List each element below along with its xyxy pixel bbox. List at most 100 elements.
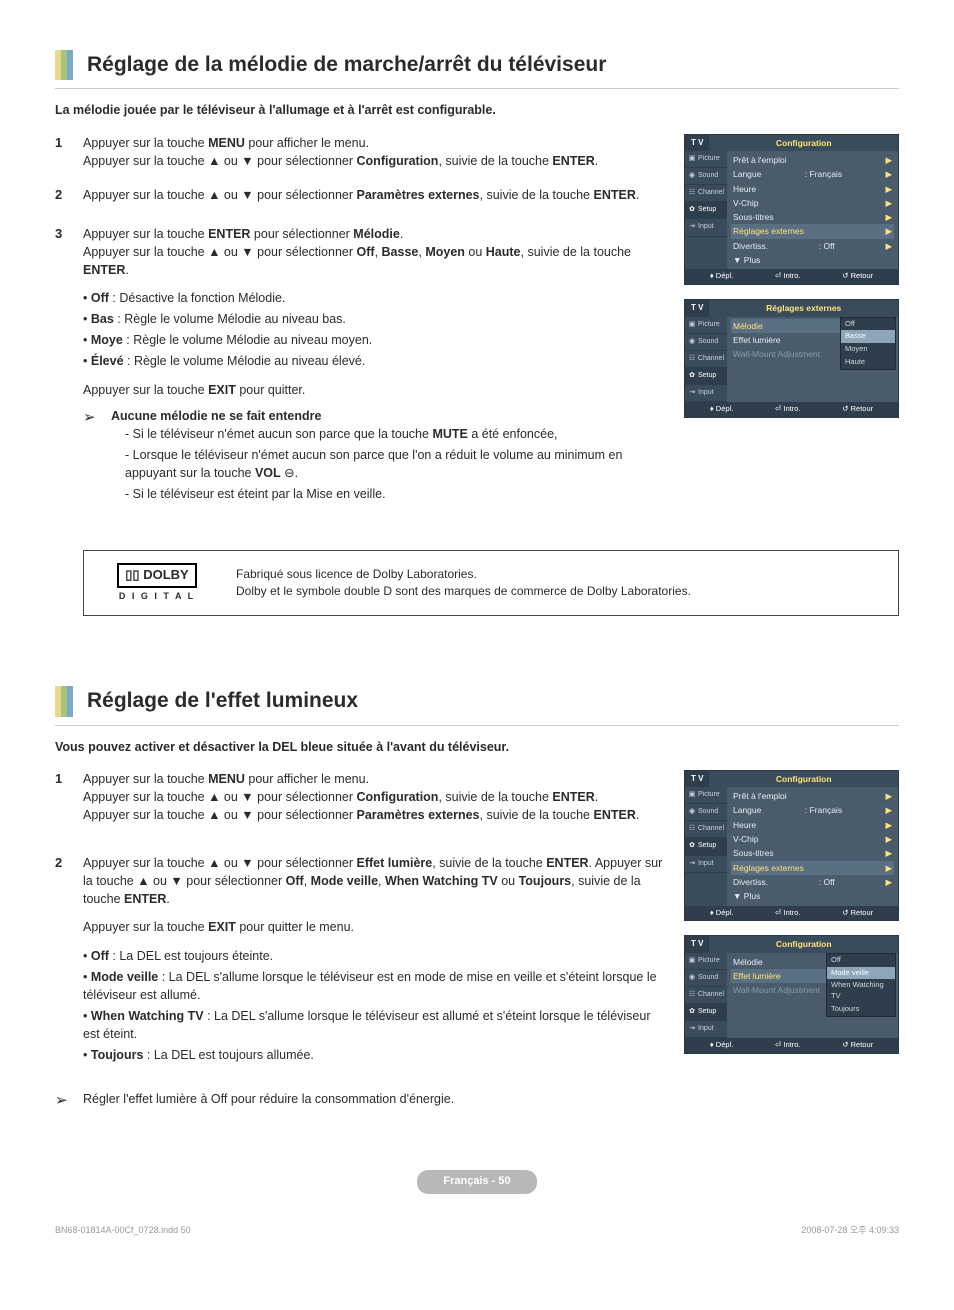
list-item: Bas : Règle le volume Mélodie au niveau … bbox=[83, 310, 664, 328]
picture-icon: ▣ bbox=[688, 320, 696, 330]
dolby-logo: ▯▯ DOLBY D I G I T A L bbox=[102, 563, 212, 603]
bullet-list: Off : La DEL est toujours éteinte. Mode … bbox=[83, 947, 664, 1065]
step-1-2: 2 Appuyer sur la touche ▲ ou ▼ pour séle… bbox=[55, 186, 664, 205]
list-item: When Watching TV : La DEL s'allume lorsq… bbox=[83, 1007, 664, 1043]
enter-hint: ⏎ Intro. bbox=[775, 404, 800, 415]
input-icon: ⇥ bbox=[688, 388, 696, 398]
page-number-badge: Français - 50 bbox=[417, 1170, 537, 1194]
step-body: Appuyer sur la touche MENU pour afficher… bbox=[83, 134, 664, 170]
sound-icon: ◉ bbox=[688, 807, 696, 817]
footer-timestamp: 2008-07-28 오후 4:09:33 bbox=[801, 1224, 899, 1237]
list-item: Lorsque le téléviseur n'émet aucun son p… bbox=[125, 446, 664, 482]
step-num: 2 bbox=[55, 186, 83, 205]
osd-side-picture: ▣Picture bbox=[685, 151, 727, 168]
osd-side-sound: ◉Sound bbox=[685, 970, 727, 987]
intro-2: Vous pouvez activer et désactiver la DEL… bbox=[55, 738, 899, 756]
arrow-icon: ➢ bbox=[83, 407, 111, 507]
osd-sidebar: ▣Picture ◉Sound ☷Channel ✿Setup ⇥Input bbox=[685, 317, 727, 403]
list-item: Mode veille : La DEL s'allume lorsque le… bbox=[83, 968, 664, 1004]
osd-side-picture: ▣Picture bbox=[685, 953, 727, 970]
step-body: Appuyer sur la touche ENTER pour sélecti… bbox=[83, 225, 664, 515]
osd-side-picture: ▣Picture bbox=[685, 787, 727, 804]
osd-tab: T V bbox=[685, 771, 709, 787]
move-hint: ♦ Dépl. bbox=[710, 908, 733, 919]
osd-reglages-1: T V Réglages externes ▣Picture ◉Sound ☷C… bbox=[684, 299, 899, 418]
input-icon: ⇥ bbox=[688, 1024, 696, 1034]
step-body: Appuyer sur la touche ▲ ou ▼ pour sélect… bbox=[83, 854, 664, 1074]
note-block: ➢ Aucune mélodie ne se fait entendre Si … bbox=[83, 407, 664, 507]
setup-icon: ✿ bbox=[688, 205, 696, 215]
osd-sidebar: ▣Picture ◉Sound ☷Channel ✿Setup ⇥Input bbox=[685, 787, 727, 906]
exit-line: Appuyer sur la touche EXIT pour quitter … bbox=[83, 918, 664, 936]
bullet-list: Off : Désactive la fonction Mélodie. Bas… bbox=[83, 289, 664, 371]
heading-2: Réglage de l'effet lumineux bbox=[87, 686, 358, 716]
osd-main: Prêt à l'emploi▶ Langue: Français▶ Heure… bbox=[727, 151, 898, 270]
heading-1: Réglage de la mélodie de marche/arrêt du… bbox=[87, 50, 606, 80]
step-2-2: 2 Appuyer sur la touche ▲ ou ▼ pour séle… bbox=[55, 854, 664, 1074]
intro-1: La mélodie jouée par le téléviseur à l'a… bbox=[55, 101, 899, 119]
title-bars bbox=[55, 50, 73, 80]
input-icon: ⇥ bbox=[688, 859, 696, 869]
move-hint: ♦ Dépl. bbox=[710, 404, 733, 415]
osd-side-input: ⇥Input bbox=[685, 385, 727, 402]
osd-side-setup: ✿Setup bbox=[685, 1004, 727, 1021]
step-num: 1 bbox=[55, 770, 83, 824]
section-title-1: Réglage de la mélodie de marche/arrêt du… bbox=[55, 50, 899, 89]
picture-icon: ▣ bbox=[688, 154, 696, 164]
osd-title: Configuration bbox=[709, 936, 898, 952]
osd-side-setup: ✿Setup bbox=[685, 202, 727, 219]
osd-side-input: ⇥Input bbox=[685, 1021, 727, 1038]
list-item: Élevé : Règle le volume Mélodie au nivea… bbox=[83, 352, 664, 370]
osd-side-input: ⇥Input bbox=[685, 856, 727, 873]
footer-filename: BN68-01814A-00Cf_0728.indd 50 bbox=[55, 1224, 191, 1237]
input-icon: ⇥ bbox=[688, 222, 696, 232]
list-item: Toujours : La DEL est toujours allumée. bbox=[83, 1046, 664, 1064]
list-item: Off : Désactive la fonction Mélodie. bbox=[83, 289, 664, 307]
return-hint: ↺ Retour bbox=[842, 1040, 873, 1051]
enter-hint: ⏎ Intro. bbox=[775, 1040, 800, 1051]
osd-side-channel: ☷Channel bbox=[685, 821, 727, 838]
return-hint: ↺ Retour bbox=[842, 271, 873, 282]
picture-icon: ▣ bbox=[688, 790, 696, 800]
tip-line: ➢ Régler l'effet lumière à Off pour rédu… bbox=[55, 1090, 664, 1112]
content-row-1: 1 Appuyer sur la touche MENU pour affich… bbox=[55, 134, 899, 531]
step-num: 3 bbox=[55, 225, 83, 515]
setup-icon: ✿ bbox=[688, 1007, 696, 1017]
osd-side-setup: ✿Setup bbox=[685, 838, 727, 855]
osd-side-picture: ▣Picture bbox=[685, 317, 727, 334]
note-list: Si le téléviseur n'émet aucun son parce … bbox=[125, 425, 664, 504]
exit-line: Appuyer sur la touche EXIT pour quitter. bbox=[83, 381, 664, 399]
step-num: 2 bbox=[55, 854, 83, 1074]
step-1-3: 3 Appuyer sur la touche ENTER pour sélec… bbox=[55, 225, 664, 515]
sound-icon: ◉ bbox=[688, 337, 696, 347]
osd-config-2: T V Configuration ▣Picture ◉Sound ☷Chann… bbox=[684, 770, 899, 922]
step-1-1: 1 Appuyer sur la touche MENU pour affich… bbox=[55, 134, 664, 170]
setup-icon: ✿ bbox=[688, 841, 696, 851]
osd-side-channel: ☷Channel bbox=[685, 351, 727, 368]
channel-icon: ☷ bbox=[688, 990, 696, 1000]
osd-side-sound: ◉Sound bbox=[685, 334, 727, 351]
osd-side-channel: ☷Channel bbox=[685, 185, 727, 202]
osd-dropdown: Off Basse Moyen Haute bbox=[840, 317, 896, 371]
osd-tab: T V bbox=[685, 135, 709, 151]
sound-icon: ◉ bbox=[688, 171, 696, 181]
osd-side-input: ⇥Input bbox=[685, 219, 727, 236]
sound-icon: ◉ bbox=[688, 973, 696, 983]
setup-icon: ✿ bbox=[688, 371, 696, 381]
osd-config-3: T V Configuration ▣Picture ◉Sound ☷Chann… bbox=[684, 935, 899, 1054]
osd-main: Prêt à l'emploi▶ Langue: Français▶ Heure… bbox=[727, 787, 898, 906]
osd-footer: ♦ Dépl. ⏎ Intro. ↺ Retour bbox=[685, 402, 898, 417]
channel-icon: ☷ bbox=[688, 824, 696, 834]
list-item: Moye : Règle le volume Mélodie au niveau… bbox=[83, 331, 664, 349]
footer-meta: BN68-01814A-00Cf_0728.indd 50 2008-07-28… bbox=[55, 1224, 899, 1237]
dolby-text: Fabriqué sous licence de Dolby Laborator… bbox=[236, 566, 880, 601]
title-bars bbox=[55, 686, 73, 716]
osd-side-setup: ✿Setup bbox=[685, 368, 727, 385]
list-item: Si le téléviseur est éteint par la Mise … bbox=[125, 485, 664, 503]
osd-side-sound: ◉Sound bbox=[685, 804, 727, 821]
step-2-1: 1 Appuyer sur la touche MENU pour affich… bbox=[55, 770, 664, 824]
osd-tab: T V bbox=[685, 936, 709, 952]
section-title-2: Réglage de l'effet lumineux bbox=[55, 686, 899, 725]
step-num: 1 bbox=[55, 134, 83, 170]
step-body: Appuyer sur la touche ▲ ou ▼ pour sélect… bbox=[83, 186, 664, 205]
